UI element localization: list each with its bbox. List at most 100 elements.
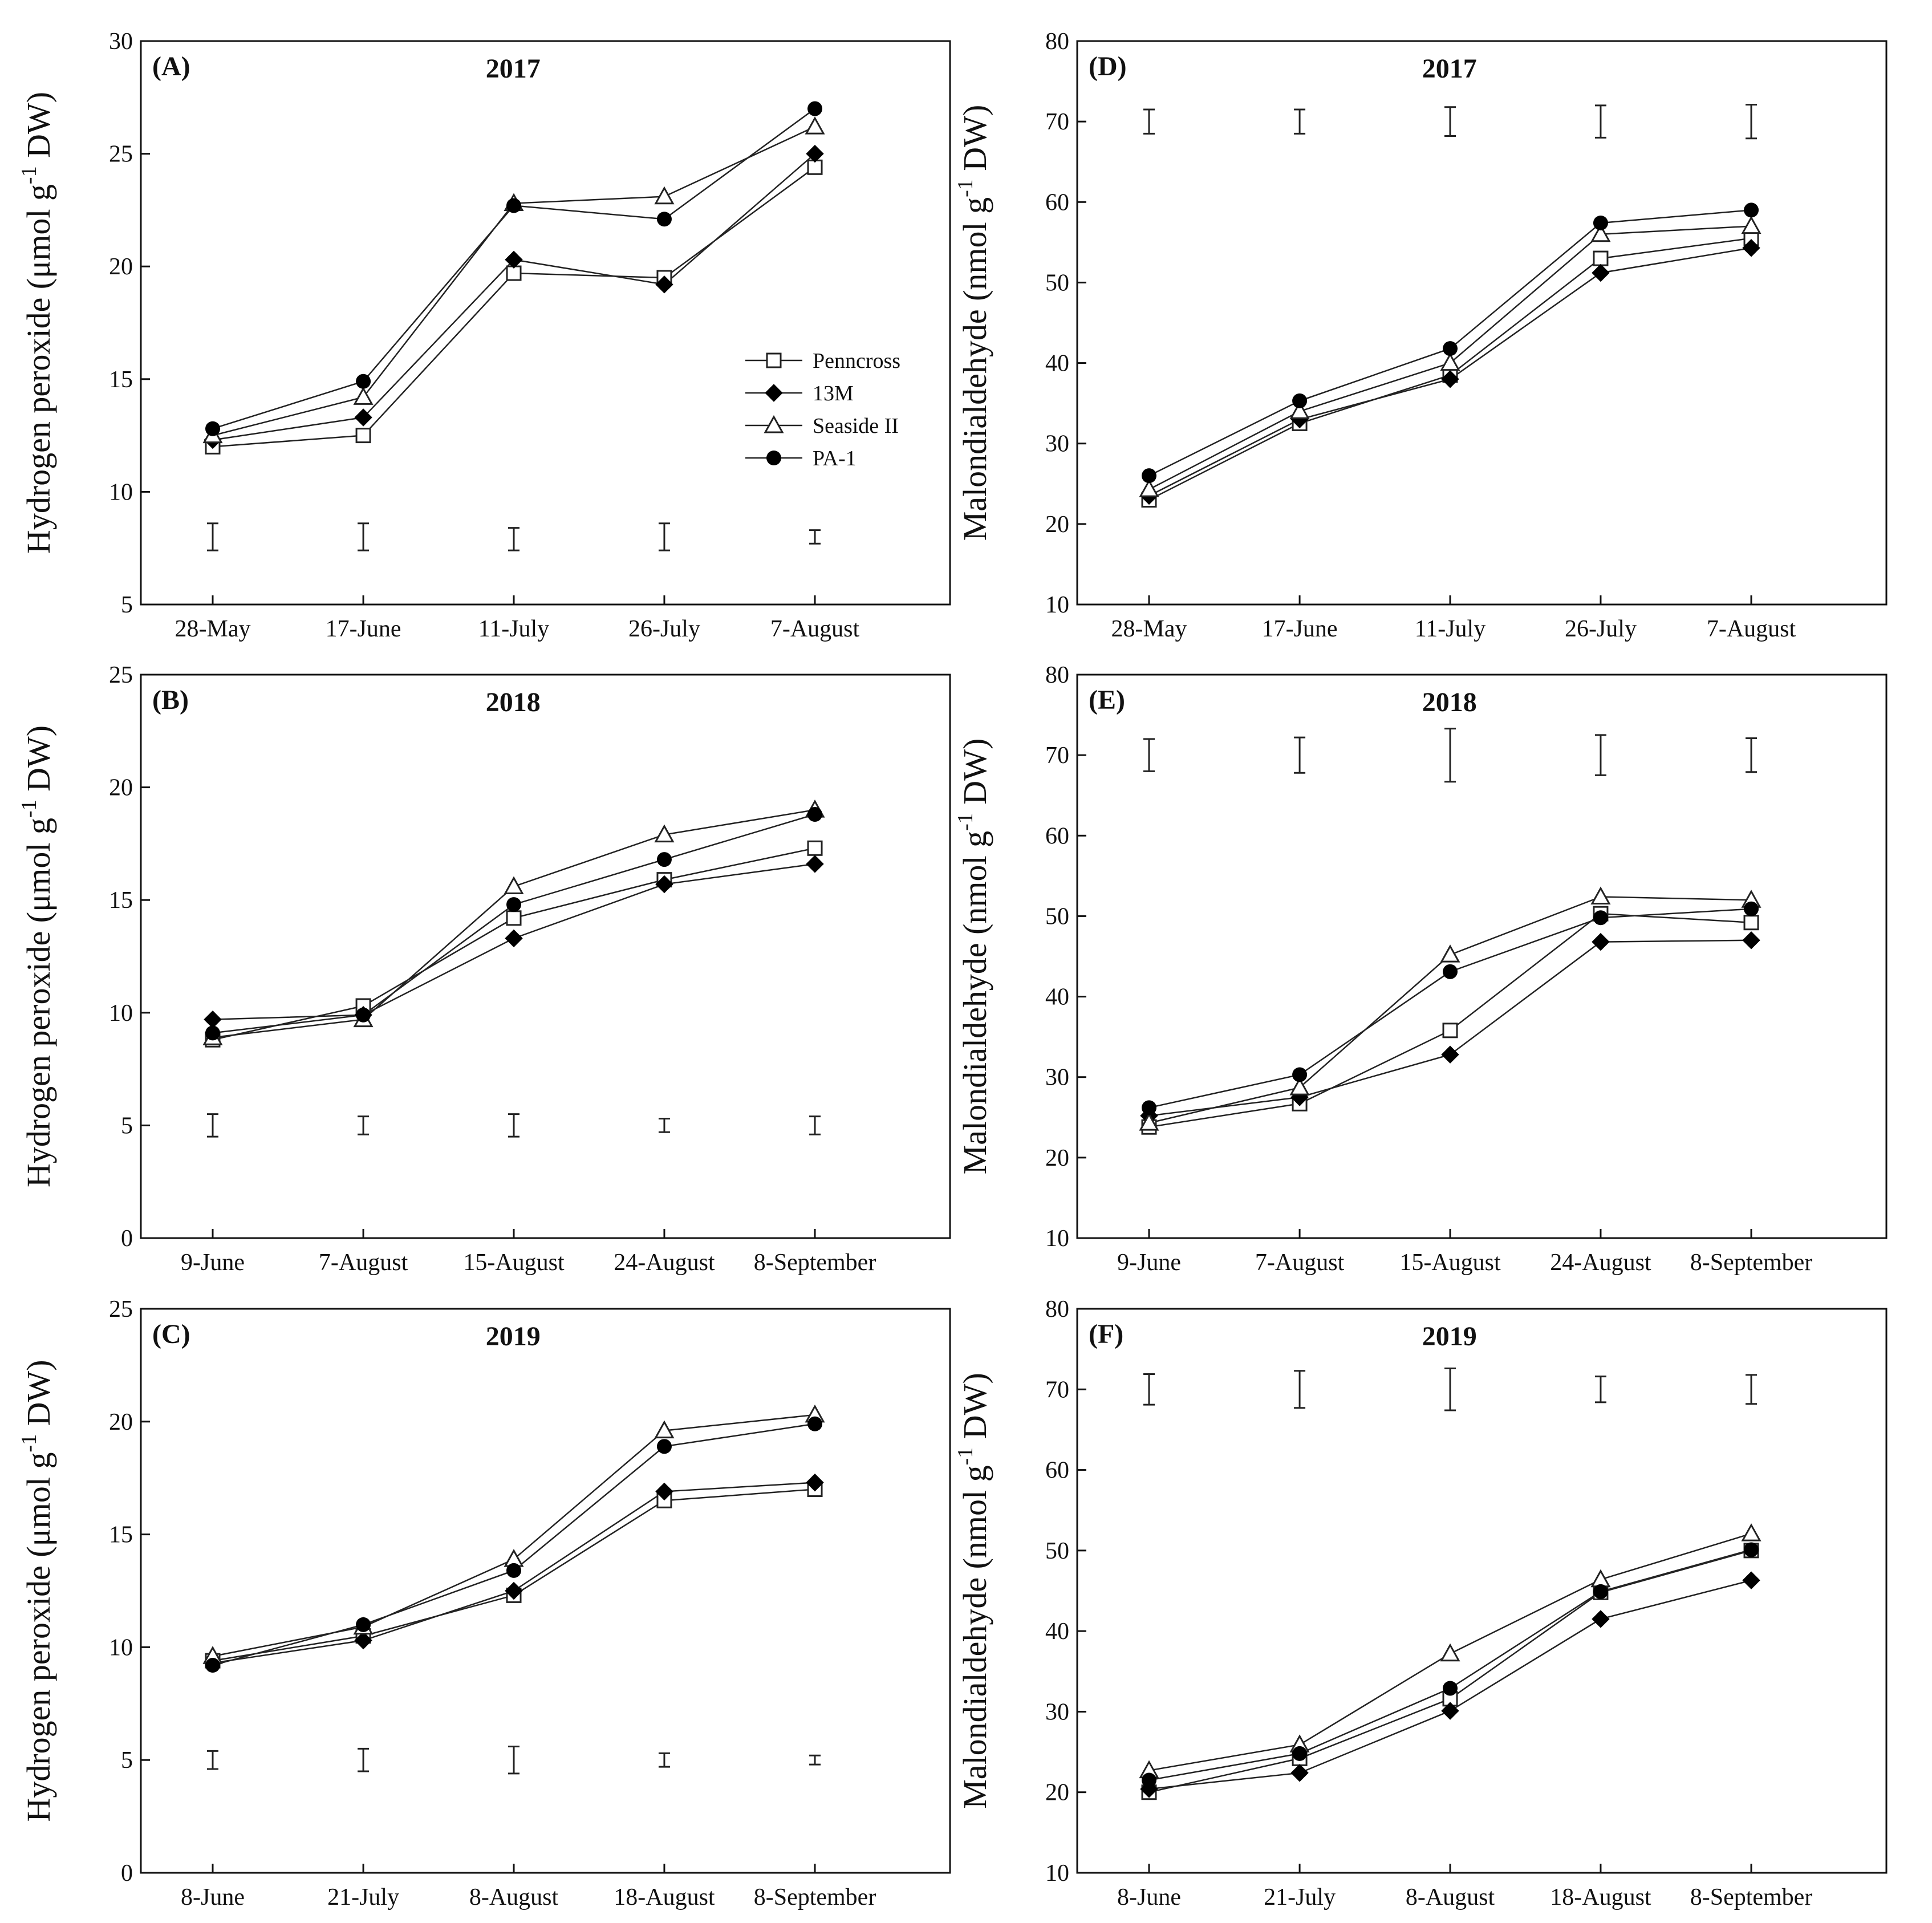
y-tick-label: 25 (109, 662, 133, 688)
x-tick-label: 28-May (175, 616, 251, 642)
y-axis-title-main: Malondialdehyde (nmol g (956, 197, 993, 541)
data-point (505, 929, 523, 948)
y-tick-label: 5 (121, 1113, 133, 1139)
error-bar (358, 1115, 370, 1135)
data-point (1744, 202, 1759, 218)
data-point (1592, 1610, 1610, 1628)
data-point (1289, 401, 1310, 419)
y-tick-label: 20 (109, 254, 133, 280)
data-point (204, 1010, 222, 1029)
data-point (1593, 250, 1609, 266)
data-point (1139, 1113, 1159, 1131)
data-point (655, 1482, 673, 1501)
data-point (654, 186, 675, 205)
data-point (1440, 1643, 1460, 1662)
y-tick-label: 10 (1045, 592, 1069, 618)
data-point (655, 875, 673, 894)
y-tick-label: 10 (109, 1000, 133, 1027)
error-bar (508, 527, 520, 551)
y-tick-label: 25 (109, 141, 133, 168)
y-tick-label: 20 (109, 1409, 133, 1435)
panel-c: 0 5 10 15 20 25 8-June 21-July 8-August 18-August… (17, 1296, 951, 1910)
error-bar (1594, 734, 1606, 776)
error-bar (658, 522, 670, 551)
y-axis-title-main: Hydrogen peroxide (μmol g (20, 1453, 57, 1822)
y-axis-title-sup: -1 (953, 179, 977, 197)
y-axis-title-sup: -1 (953, 813, 977, 831)
y-tick-label: 70 (1045, 109, 1069, 135)
panel-title: 2017 (1422, 54, 1477, 84)
x-tick-label: 18-August (1550, 1884, 1651, 1910)
data-point (1590, 224, 1611, 242)
series-line-penncross (1148, 1549, 1752, 1793)
y-axis-title-sup: -1 (17, 1434, 41, 1453)
data-point (356, 1007, 371, 1023)
error-bar (809, 1115, 821, 1135)
data-point (807, 1416, 823, 1431)
data-point (807, 840, 823, 856)
data-point (1590, 1569, 1611, 1588)
y-tick-label: 10 (109, 1634, 133, 1661)
y-tick-label: 70 (1045, 743, 1069, 769)
data-point (1743, 915, 1759, 931)
x-tick-label: 11-July (478, 616, 549, 642)
y-tick-label: 0 (121, 1860, 133, 1887)
y-tick-label: 5 (121, 1747, 133, 1774)
data-point (1142, 1772, 1157, 1788)
y-tick-label: 80 (1045, 29, 1069, 55)
data-point (1292, 1067, 1308, 1082)
data-point (1292, 1746, 1308, 1761)
x-tick-label: 15-August (1399, 1249, 1501, 1276)
x-tick-label: 8-June (181, 1884, 245, 1910)
plot-frame (1076, 1308, 1888, 1874)
panel-d: 10 20 30 40 50 60 70 80 28-May 17-June 11-July 26-J… (953, 29, 1888, 642)
x-tick-label: 8-September (1690, 1884, 1813, 1910)
y-tick-label: 60 (1045, 823, 1069, 849)
error-bar (1143, 108, 1155, 135)
data-point (1441, 370, 1459, 388)
data-point (1443, 1681, 1458, 1696)
y-axis-title-main: Malondialdehyde (nmol g (956, 1465, 993, 1808)
legend-label: Penncross (813, 349, 900, 373)
series-line-pa-1 (212, 1423, 815, 1666)
data-point (656, 212, 672, 227)
series-line-seaside-ii (1148, 896, 1752, 1124)
x-tick-label: 7-August (1707, 616, 1796, 642)
y-tick-label: 40 (1045, 984, 1069, 1011)
data-point (506, 198, 522, 213)
x-tick-label: 17-June (1262, 616, 1338, 642)
error-bar (1746, 104, 1758, 140)
y-tick-label: 40 (1045, 1618, 1069, 1645)
data-point (654, 1420, 675, 1439)
panel-title: 2017 (486, 54, 541, 84)
data-point (806, 1473, 824, 1492)
y-axis-title-sup: -1 (953, 1447, 977, 1466)
y-axis-title: Hydrogen peroxide (μmol g-1 DW) (17, 92, 57, 554)
data-point (805, 116, 825, 135)
data-point (356, 374, 371, 389)
data-point (1593, 215, 1608, 230)
y-tick-label: 30 (1045, 431, 1069, 457)
data-point (656, 1439, 672, 1454)
x-tick-label: 7-August (319, 1249, 408, 1276)
error-bar (809, 1754, 821, 1766)
y-tick-label: 20 (1045, 1780, 1069, 1806)
y-tick-label: 30 (1045, 1699, 1069, 1725)
y-axis-title-end: DW) (956, 1373, 993, 1447)
y-axis-title: Malondialdehyde (nmol g-1 DW) (953, 1373, 993, 1809)
y-tick-label: 15 (109, 1522, 133, 1548)
panel-title: 2019 (486, 1321, 541, 1352)
x-tick-label: 26-July (1565, 616, 1637, 642)
y-tick-label: 50 (1045, 903, 1069, 930)
panel-label: (D) (1089, 51, 1127, 82)
error-bar (358, 1747, 370, 1772)
legend-marker (766, 451, 781, 465)
error-bar (1594, 104, 1606, 139)
data-point (506, 897, 522, 912)
data-point (1289, 1077, 1310, 1096)
data-point (505, 250, 523, 269)
y-tick-label: 40 (1045, 351, 1069, 377)
x-tick-label: 8-August (469, 1884, 559, 1910)
legend: Penncross 13M Seaside II PA-1 (745, 349, 900, 470)
data-point (356, 1617, 371, 1632)
